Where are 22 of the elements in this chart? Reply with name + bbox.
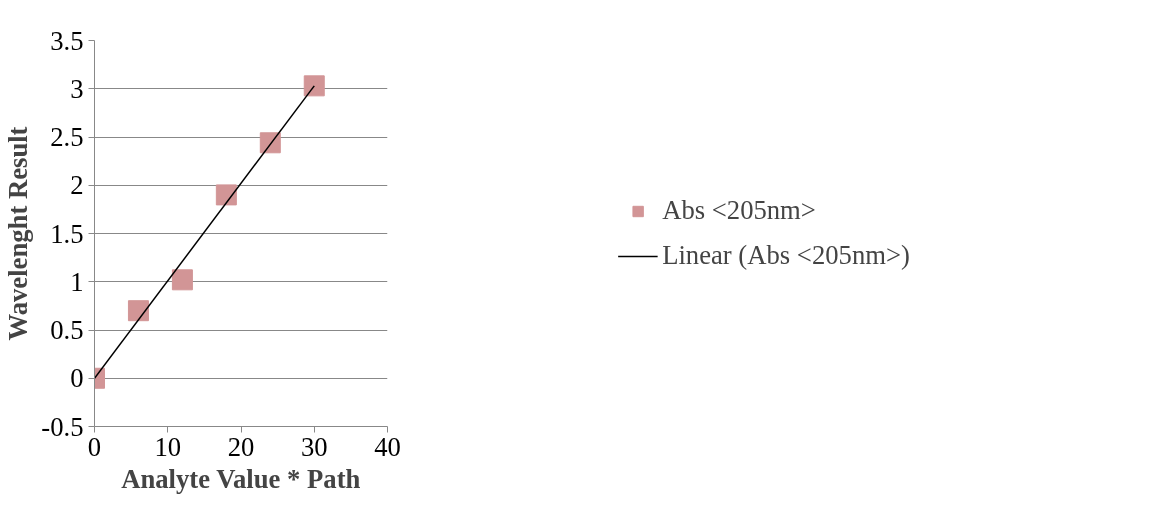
y-tick-label: 3 — [70, 73, 84, 104]
x-axis-title: Analyte Value * Path — [121, 463, 361, 494]
y-axis-title: Wavelenght Result — [3, 126, 34, 341]
x-tick-label: 20 — [227, 431, 255, 462]
x-tick-label: 30 — [300, 431, 328, 462]
point — [303, 75, 325, 97]
y-tick-label: 0.5 — [50, 315, 84, 345]
y-tick-label: 2 — [70, 170, 84, 201]
point — [259, 132, 281, 154]
y-tick-label: 1.5 — [50, 218, 84, 249]
legend-label: Abs <205nm> — [662, 195, 816, 226]
point — [215, 184, 237, 206]
y-tick-label: -0.5 — [41, 411, 84, 442]
y-tick-label: 2.5 — [50, 122, 84, 152]
y-tick-label: 0 — [70, 363, 84, 394]
point — [171, 269, 193, 291]
legend-label: Linear (Abs <205nm>) — [662, 240, 910, 271]
x-tick-label: 10 — [154, 431, 182, 462]
y-tick-label: 1 — [70, 266, 84, 297]
y-tick-label: 3.5 — [50, 25, 84, 56]
x-tick-label: 40 — [374, 431, 401, 462]
point — [127, 300, 149, 322]
